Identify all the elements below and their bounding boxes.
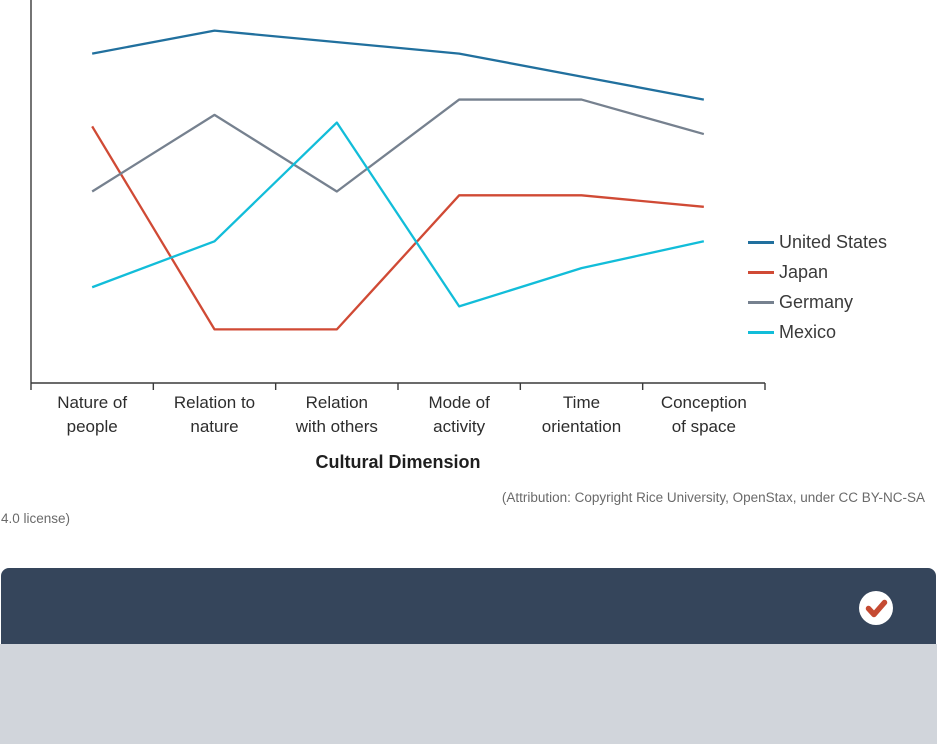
- x-axis-label: Nature of people: [57, 393, 128, 436]
- x-axis-label: Relation to nature: [173, 393, 256, 436]
- content-panel: [0, 644, 937, 744]
- line-series-japan: [91, 125, 704, 331]
- x-axis-label: Relation with others: [295, 393, 378, 436]
- legend-label: Germany: [779, 291, 854, 312]
- checkmark-icon: [865, 599, 888, 618]
- attribution-text-line2: 4.0 license): [1, 511, 71, 526]
- legend-item-japan: Japan: [748, 257, 887, 287]
- x-axis-label: Mode of activity: [428, 393, 490, 436]
- attribution-text-line1: (Attribution: Copyright Rice University,…: [501, 490, 925, 505]
- legend-item-mexico: Mexico: [748, 317, 887, 347]
- legend-swatch: [748, 330, 774, 334]
- chart-axes: [30, 0, 766, 390]
- line-series-germany: [91, 98, 705, 193]
- legend-swatch: [748, 270, 774, 274]
- legend-label: Japan: [779, 261, 829, 282]
- correct-check-button[interactable]: [859, 591, 893, 625]
- line-series-mexico: [91, 121, 705, 308]
- legend-item-germany: Germany: [748, 287, 887, 317]
- line-series-united-states: [91, 29, 705, 101]
- x-axis-label: Conception of space: [660, 393, 747, 436]
- legend-swatch: [748, 300, 774, 304]
- bottom-toolbar: [1, 568, 936, 644]
- legend-swatch: [748, 240, 774, 244]
- x-axis-label: Time orientation: [541, 393, 622, 436]
- x-axis-title: Cultural Dimension: [315, 452, 481, 472]
- line-chart-plot: [30, 0, 766, 390]
- legend-item-united-states: United States: [748, 227, 887, 257]
- legend-label: United States: [779, 231, 888, 252]
- legend-label: Mexico: [779, 321, 837, 342]
- chart-legend: United States Japan Germany Mexico: [748, 227, 887, 347]
